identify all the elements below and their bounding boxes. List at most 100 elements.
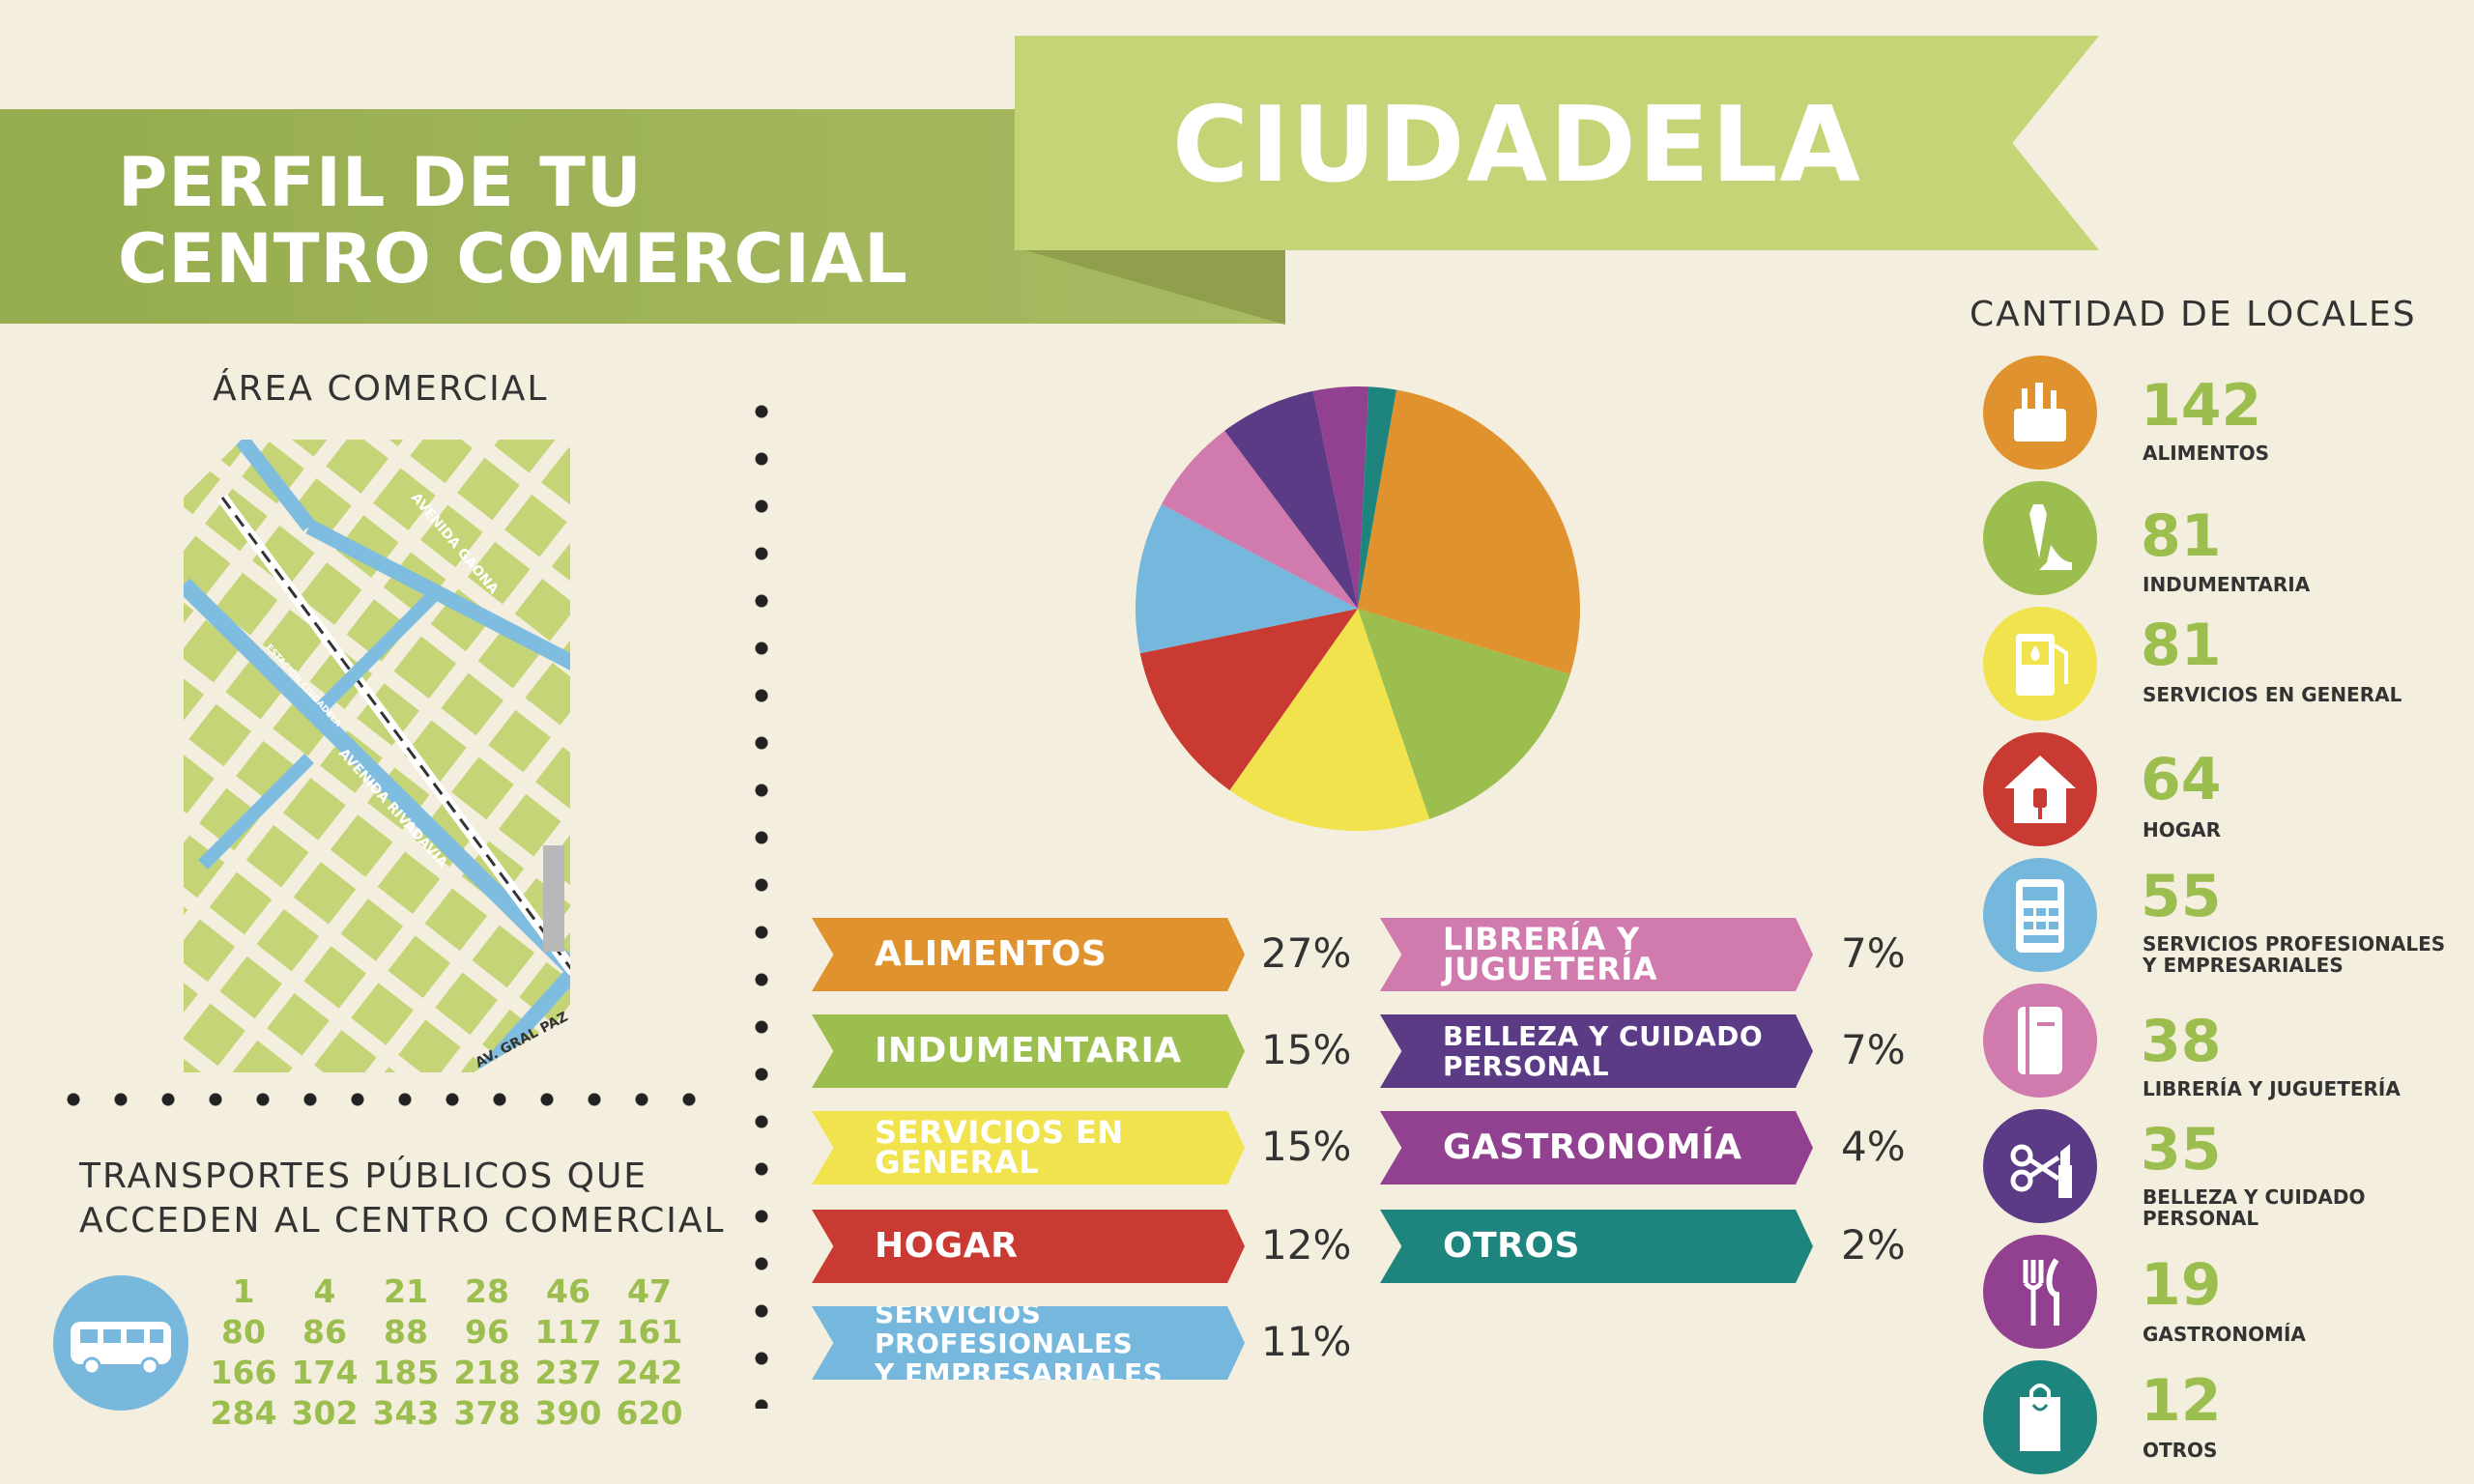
house-plug-icon bbox=[1983, 732, 2097, 846]
legend-ribbon: ALIMENTOS bbox=[812, 918, 1245, 991]
legend-ribbon: INDUMENTARIA bbox=[812, 1014, 1245, 1088]
legend-label-line-2: PERSONAL bbox=[1443, 1050, 1610, 1082]
locales-label-line-1: BELLEZA Y CUIDADO bbox=[2143, 1185, 2366, 1209]
legend-label: SERVICIOS EN bbox=[875, 1114, 1124, 1151]
route-number: 46 bbox=[546, 1272, 590, 1310]
pie-slice-servicios-en-general bbox=[1229, 609, 1430, 831]
route-number: 218 bbox=[453, 1354, 521, 1391]
area-heading: ÁREA COMERCIAL bbox=[213, 369, 549, 409]
route-number: 237 bbox=[534, 1354, 602, 1391]
pie-slice-indumentaria bbox=[1358, 609, 1570, 819]
tie-shoe-icon bbox=[1983, 481, 2097, 595]
legend-ribbon: GASTRONOMÍA bbox=[1380, 1111, 1813, 1184]
locales-label: SERVICIOS PROFESIONALES Y EMPRESARIALES bbox=[2143, 933, 2445, 976]
route-number: 302 bbox=[291, 1394, 359, 1432]
route-number: 378 bbox=[453, 1394, 521, 1432]
locales-count: 81 bbox=[2141, 612, 2222, 679]
route-number: 1 bbox=[232, 1272, 255, 1310]
legend-ribbon: OTROS bbox=[1380, 1210, 1813, 1283]
street-gral-paz bbox=[477, 970, 570, 1072]
locales-count: 55 bbox=[2141, 863, 2222, 930]
food-basket-icon bbox=[1983, 356, 2097, 470]
street-gaona bbox=[235, 440, 316, 531]
route-list: 1 4 21 28 46 47 80 86 88 96 117 161 166 174 185 218 237 2… bbox=[203, 1273, 690, 1432]
route-number: 47 bbox=[627, 1272, 672, 1310]
legend-label: INDUMENTARIA bbox=[875, 1031, 1182, 1070]
locales-label-line-1: HOGAR bbox=[2143, 818, 2222, 842]
locales-label: BELLEZA Y CUIDADO PERSONAL bbox=[2143, 1186, 2366, 1229]
fork-knife-icon bbox=[1983, 1235, 2097, 1349]
mall-name: CIUDADELA bbox=[1171, 85, 1863, 206]
divider-vertical bbox=[754, 404, 769, 1409]
route-number: 21 bbox=[384, 1272, 428, 1310]
pie-slice-otros bbox=[1358, 386, 1396, 609]
legend-percent: 15% bbox=[1261, 1123, 1352, 1170]
locales-count: 142 bbox=[2141, 372, 2262, 440]
street-rivadavia bbox=[184, 578, 570, 983]
route-number: 343 bbox=[372, 1394, 440, 1432]
transport-heading-line-1: TRANSPORTES PÚBLICOS QUE bbox=[79, 1156, 648, 1196]
shopping-bag-icon bbox=[1983, 1360, 2097, 1474]
locales-label-line-1: OTROS bbox=[2143, 1439, 2218, 1462]
pie-chart bbox=[1136, 386, 1580, 831]
locales-count: 19 bbox=[2141, 1251, 2222, 1319]
legend-ribbon: BELLEZA Y CUIDADO PERSONAL bbox=[1380, 1014, 1813, 1088]
pie-slice-alimentos bbox=[1358, 389, 1580, 675]
legend-label: LIBRERÍA Y bbox=[1443, 921, 1640, 957]
locales-count: 35 bbox=[2141, 1116, 2222, 1184]
legend-percent: 12% bbox=[1261, 1221, 1352, 1269]
transport-heading-line-2: ACCEDEN AL CENTRO COMERCIAL bbox=[79, 1201, 726, 1241]
legend-percent: 2% bbox=[1841, 1221, 1906, 1269]
route-number: 166 bbox=[210, 1354, 277, 1391]
divider-horizontal bbox=[66, 1092, 704, 1107]
legend-percent: 7% bbox=[1841, 929, 1906, 977]
locales-label-line-1: ALIMENTOS bbox=[2143, 442, 2270, 465]
route-number: 96 bbox=[465, 1313, 509, 1351]
legend-label-line-2: JUGUETERÍA bbox=[1443, 951, 1657, 987]
locales-label-line-1: SERVICIOS EN GENERAL bbox=[2143, 683, 2402, 706]
locales-count: 64 bbox=[2141, 746, 2222, 813]
page-title: PERFIL DE TU CENTRO COMERCIAL bbox=[118, 145, 908, 298]
legend-percent: 7% bbox=[1841, 1026, 1906, 1073]
locales-count: 81 bbox=[2141, 502, 2222, 570]
locales-label: GASTRONOMÍA bbox=[2143, 1324, 2306, 1345]
route-number: 620 bbox=[616, 1394, 683, 1432]
legend-label: HOGAR bbox=[875, 1226, 1019, 1266]
route-number: 80 bbox=[221, 1313, 266, 1351]
title-line-1: PERFIL DE TU bbox=[118, 143, 643, 222]
legend-percent: 11% bbox=[1261, 1318, 1352, 1365]
route-number: 28 bbox=[465, 1272, 509, 1310]
pie-slice-servicios-profesionales-y-empresariales bbox=[1136, 504, 1358, 654]
locales-label-line-1: SERVICIOS PROFESIONALES bbox=[2143, 932, 2446, 956]
scissors-lipstick-icon bbox=[1983, 1109, 2097, 1223]
name-flag bbox=[1015, 36, 2099, 250]
locales-count: 12 bbox=[2141, 1367, 2222, 1435]
locales-label: LIBRERÍA Y JUGUETERÍA bbox=[2143, 1078, 2401, 1099]
locales-label: HOGAR bbox=[2143, 819, 2221, 841]
title-line-2: CENTRO COMERCIAL bbox=[118, 219, 908, 299]
legend-percent: 27% bbox=[1261, 929, 1352, 977]
legend-label-line-2: Y EMPRESARIALES bbox=[875, 1356, 1164, 1389]
legend-percent: 4% bbox=[1841, 1123, 1906, 1170]
route-number: 86 bbox=[302, 1313, 347, 1351]
locales-label-line-1: INDUMENTARIA bbox=[2143, 573, 2311, 596]
locales-heading: CANTIDAD DE LOCALES bbox=[1970, 295, 2417, 334]
legend-label-line-2: GENERAL bbox=[875, 1144, 1040, 1181]
legend-label: ALIMENTOS bbox=[875, 934, 1108, 974]
locales-label: OTROS bbox=[2143, 1440, 2217, 1461]
route-number: 185 bbox=[372, 1354, 440, 1391]
area-map: AVENIDA GAONA ESTACIÓN CIUDADELA AVENIDA… bbox=[184, 440, 570, 1072]
transport-heading: TRANSPORTES PÚBLICOS QUE ACCEDEN AL CENT… bbox=[79, 1155, 726, 1243]
route-number: 4 bbox=[313, 1272, 336, 1310]
route-number: 117 bbox=[534, 1313, 602, 1351]
legend-ribbon: LIBRERÍA Y JUGUETERÍA bbox=[1380, 918, 1813, 991]
route-number: 88 bbox=[384, 1313, 428, 1351]
legend-label: GASTRONOMÍA bbox=[1443, 1127, 1742, 1167]
legend-label: BELLEZA Y CUIDADO bbox=[1443, 1020, 1764, 1052]
route-number: 174 bbox=[291, 1354, 359, 1391]
legend-ribbon: SERVICIOS PROFESIONALES Y EMPRESARIALES bbox=[812, 1306, 1245, 1380]
locales-count: 38 bbox=[2141, 1008, 2222, 1075]
locales-label: INDUMENTARIA bbox=[2143, 574, 2310, 595]
legend-ribbon: SERVICIOS EN GENERAL bbox=[812, 1111, 1245, 1184]
legend-ribbon: HOGAR bbox=[812, 1210, 1245, 1283]
